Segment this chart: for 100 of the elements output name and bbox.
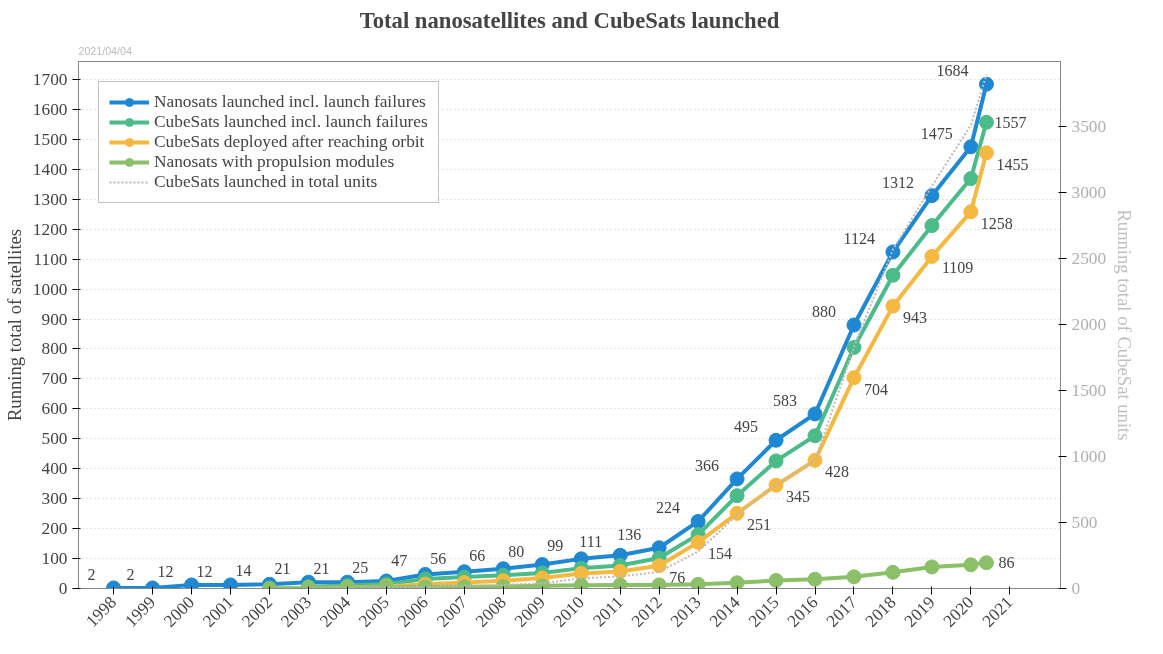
y2-tick-label: 1000 [1071,446,1107,466]
point [846,370,862,386]
data-label: 66 [469,546,486,564]
data-label: 12 [196,562,213,580]
point [612,577,628,589]
data-label: 1684 [936,62,969,80]
point [807,428,823,444]
point [768,432,784,448]
data-label: 80 [508,542,525,560]
legend-label: CubeSats launched in total units [154,172,378,192]
data-label: 111 [579,533,603,551]
y-tick-label: 0 [58,579,68,598]
data-label: 86 [998,554,1015,572]
y-tick-label: 100 [41,549,68,569]
data-label: 1312 [881,173,914,191]
point [729,505,745,521]
data-label: 12 [157,562,174,580]
point [768,453,784,469]
x-tick-label: 2011 [589,592,627,631]
point [729,575,745,589]
y2-tick-label: 2000 [1071,314,1107,334]
chart-title: Total nanosatellites and CubeSats launched [359,7,780,33]
y-tick-label: 500 [41,429,68,449]
data-label: 14 [235,562,252,580]
y-tick-label: 700 [41,369,68,389]
point [184,577,200,589]
point [807,571,823,587]
y-tick-label: 400 [41,459,68,479]
point [729,471,745,487]
point [885,267,901,283]
point [978,114,994,130]
point [807,452,823,468]
point [885,298,901,314]
y-tick-label: 300 [41,489,68,509]
y-tick-label: 1100 [33,249,68,269]
point [612,563,628,579]
data-label: 47 [391,552,408,570]
y-tick-label: 800 [41,339,68,359]
data-label: 1258 [980,214,1013,232]
point [963,139,979,155]
y2-tick-label: 3500 [1071,116,1107,136]
data-label: 1124 [843,229,875,247]
y2-tick-label: 0 [1071,579,1081,598]
y-tick-label: 1000 [32,279,68,299]
point [978,145,994,161]
point [924,248,940,264]
data-label: 1475 [920,124,953,142]
point [846,339,862,355]
y-tick-label: 900 [41,309,68,329]
data-label: 224 [656,499,681,517]
y-tick-label: 1600 [32,99,68,119]
y-tick-label: 1200 [32,219,68,239]
y2-axis-title: Running total of CubeSat units [1114,209,1136,441]
data-label: 880 [811,303,836,320]
legend-label: CubeSats launched incl. launch failures [154,112,428,132]
legend-label: CubeSats deployed after reaching orbit [154,132,425,152]
data-label: 99 [547,536,564,554]
y-tick-label: 1400 [32,159,68,179]
y-tick-label: 1700 [32,69,68,89]
point [807,406,823,422]
point [963,204,979,220]
point [768,572,784,588]
data-label: 136 [617,525,642,543]
point [963,171,979,187]
data-label: 428 [825,463,849,481]
data-label: 21 [313,560,330,578]
data-label: 2 [126,565,135,583]
y2-tick-label: 1500 [1071,380,1107,400]
data-label: 56 [430,549,447,567]
data-label: 1455 [996,155,1029,173]
data-label: 25 [352,559,369,577]
data-label: 1109 [941,259,974,277]
point [651,558,667,574]
point [651,577,667,589]
data-label: 2 [87,565,96,583]
point [924,218,940,234]
point [690,534,706,550]
point [924,559,940,575]
y-tick-label: 1300 [32,189,68,209]
point [846,317,862,333]
y-tick-label: 600 [41,399,68,419]
point [768,477,784,493]
point [963,557,979,573]
data-label: 251 [747,516,772,534]
legend-label: Nanosats launched incl. launch failures [154,92,426,112]
point [690,513,706,529]
point [222,577,238,589]
point [729,488,745,504]
point [690,576,706,589]
data-label: 345 [786,488,811,506]
data-label: 943 [902,309,927,327]
point [885,564,901,580]
y-tick-label: 200 [41,519,68,539]
data-label: 154 [708,545,733,563]
legend-label: Nanosats with propulsion modules [154,152,395,172]
y-axis-title: Running total of satellites [3,228,25,422]
data-label: 1557 [994,113,1027,131]
data-label: 76 [669,568,686,586]
text: 2021/04/04 [78,44,132,57]
data-label: 704 [863,380,888,398]
